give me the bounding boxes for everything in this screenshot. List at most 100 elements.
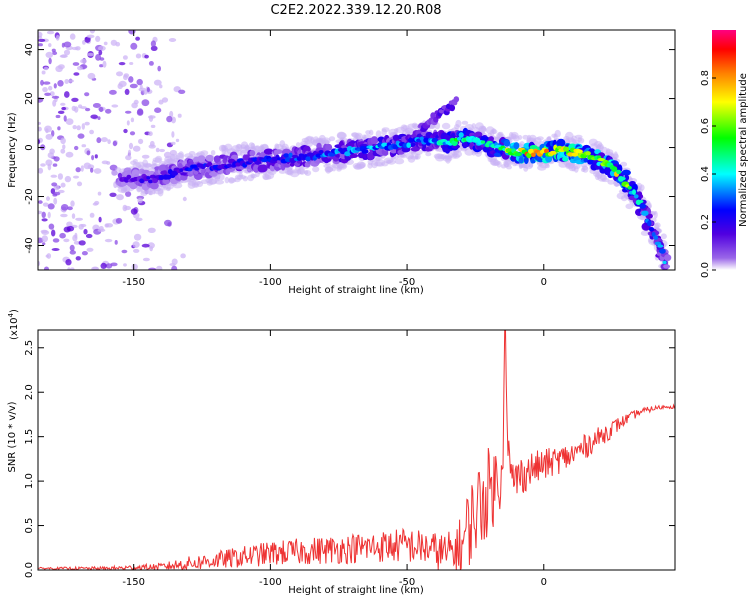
ridge-blob: [209, 172, 218, 176]
ridge-core: [151, 177, 159, 184]
noise-blob: [60, 182, 66, 188]
noise-blob: [63, 226, 71, 233]
ridge-core: [549, 150, 557, 155]
noise-blob: [157, 65, 161, 72]
ridge-core: [194, 167, 200, 171]
noise-blob: [124, 205, 131, 211]
ridge-core: [514, 152, 522, 157]
halo-blob: [425, 151, 432, 157]
ridge-core: [480, 140, 486, 144]
noise-blob: [55, 114, 61, 119]
halo-blob: [368, 129, 374, 136]
noise-blob: [51, 229, 56, 237]
noise-blob: [72, 234, 78, 242]
noise-blob: [169, 149, 177, 156]
noise-blob: [67, 206, 73, 211]
noise-blob: [129, 62, 134, 65]
ridge-blob: [263, 148, 274, 155]
halo-blob: [375, 130, 382, 138]
noise-blob: [149, 246, 153, 252]
ridge-core: [458, 132, 464, 138]
colorbar-tick-label: 0.8: [700, 70, 711, 86]
noise-blob: [107, 139, 111, 145]
y-tick-label: 2.0: [24, 384, 35, 400]
noise-blob: [77, 66, 83, 71]
ridge-core: [344, 151, 351, 157]
noise-blob: [84, 36, 91, 43]
noise-blob: [72, 62, 80, 66]
noise-blob: [175, 138, 180, 143]
noise-blob: [63, 238, 70, 243]
colorbar-tick-label: 0.4: [700, 166, 711, 182]
halo-blob: [304, 170, 312, 176]
noise-blob: [38, 35, 43, 39]
ridge-core: [662, 260, 667, 265]
noise-blob: [38, 167, 44, 174]
ridge-blob: [253, 164, 260, 173]
halo-blob: [596, 143, 604, 152]
y-tick-label: 40: [24, 43, 35, 56]
noise-blob: [159, 148, 165, 153]
noise-blob: [85, 107, 91, 112]
ridge-core: [657, 244, 664, 248]
noise-blob: [138, 138, 144, 145]
ridge-blob: [249, 150, 256, 157]
halo-blob: [601, 177, 610, 183]
noise-blob: [167, 222, 172, 227]
noise-blob: [116, 194, 124, 201]
noise-blob: [89, 212, 95, 218]
noise-blob: [38, 43, 43, 47]
noise-blob: [46, 30, 55, 35]
noise-blob: [70, 200, 75, 207]
noise-blob: [117, 83, 123, 90]
noise-blob: [138, 87, 147, 92]
noise-blob: [96, 137, 102, 144]
noise-blob: [53, 197, 58, 205]
noise-blob: [148, 131, 153, 137]
noise-blob: [75, 217, 83, 221]
halo-blob: [397, 153, 407, 159]
snr-ylabel: SNR (10 * v/v): [7, 401, 18, 472]
halo-blob: [178, 151, 184, 159]
ridge-blob: [325, 143, 333, 151]
noise-blob: [44, 125, 52, 133]
ridge-core: [526, 152, 532, 159]
x-tick-label: -50: [399, 277, 415, 288]
noise-blob: [141, 99, 150, 107]
noise-blob: [154, 107, 162, 113]
noise-blob: [77, 133, 85, 139]
noise-blob: [45, 133, 53, 140]
halo-blob: [299, 167, 306, 175]
noise-blob: [64, 79, 69, 84]
noise-blob: [57, 173, 64, 180]
noise-blob: [135, 217, 143, 222]
ridge-core: [160, 170, 168, 176]
noise-blob: [57, 110, 65, 115]
noise-blob: [86, 247, 94, 252]
x-tick-label: -150: [122, 277, 145, 288]
noise-blob: [63, 115, 67, 122]
noise-blob: [109, 89, 117, 95]
noise-blob: [62, 144, 66, 150]
ridge-blob: [513, 142, 520, 150]
halo-blob: [506, 165, 512, 170]
noise-blob: [38, 126, 42, 132]
noise-blob: [52, 191, 61, 196]
ridge-blob: [349, 153, 359, 158]
noise-blob: [41, 235, 48, 243]
noise-blob: [97, 228, 106, 232]
ridge-core: [616, 169, 622, 175]
halo-blob: [157, 189, 164, 197]
noise-blob: [76, 181, 83, 187]
ridge-core: [585, 151, 591, 156]
halo-blob: [653, 210, 658, 219]
noise-blob: [114, 240, 118, 245]
halo-blob: [381, 127, 390, 133]
noise-blob: [71, 105, 77, 112]
ridge-blob: [141, 169, 150, 174]
ridge-core: [457, 137, 461, 141]
noise-blob: [65, 259, 72, 266]
noise-blob: [123, 128, 128, 134]
noise-blob: [84, 92, 90, 97]
noise-blob: [132, 145, 141, 152]
